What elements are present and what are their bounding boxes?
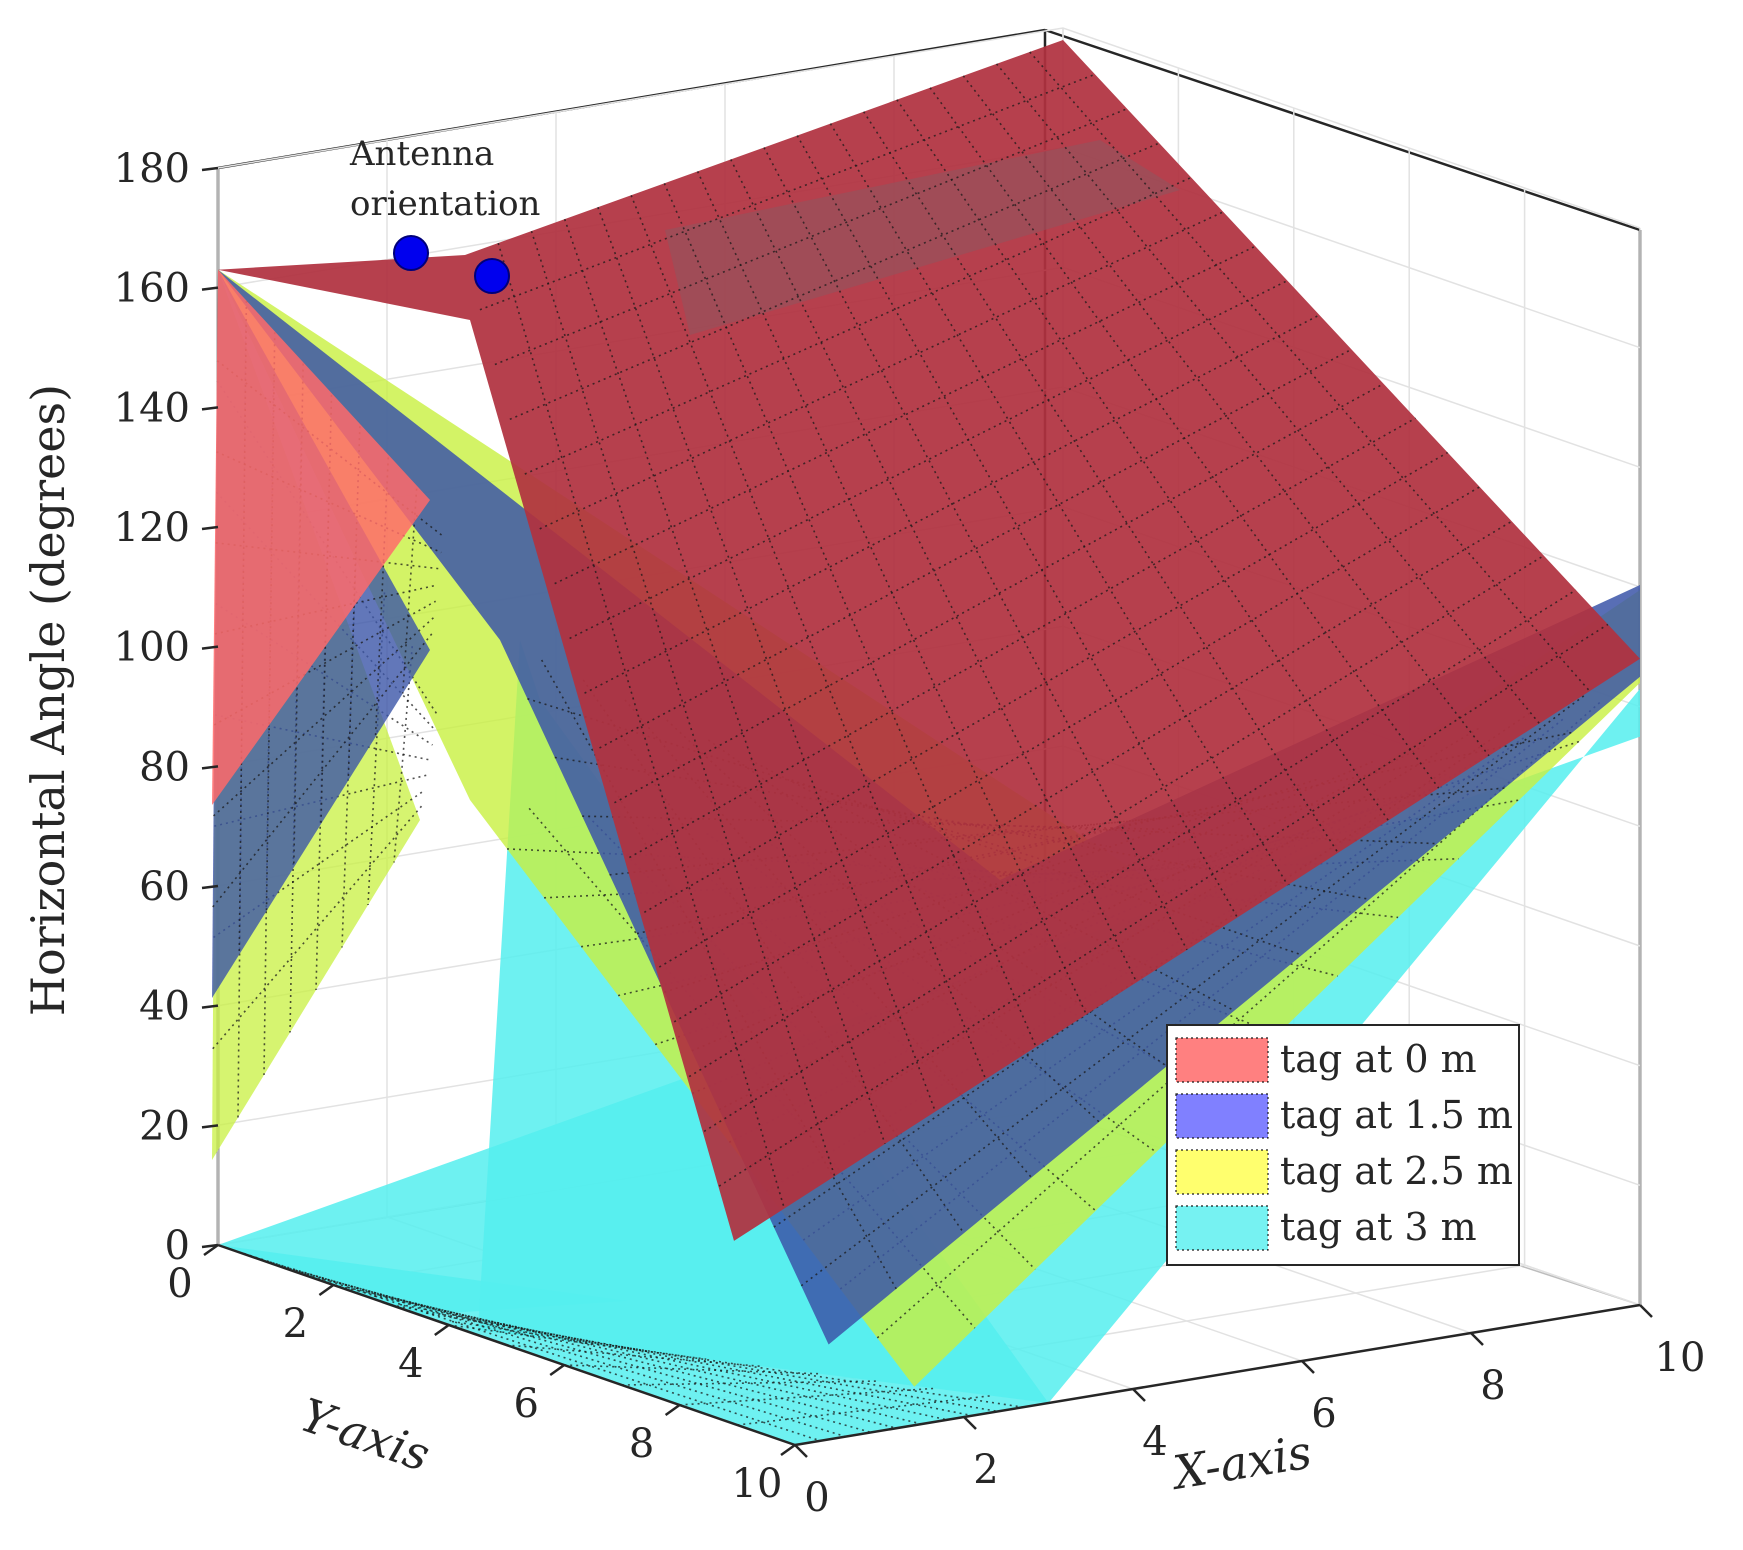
z-tick-label-60: 60 [139,864,190,910]
legend-label-2: tag at 2.5 m [1280,1149,1513,1193]
z-tick-0 [201,1243,219,1249]
surface-tag-at-0-m-main [218,40,1640,1241]
z-tick-label-160: 160 [114,266,190,312]
antenna-marker-1 [393,235,429,271]
z-tick-160 [201,286,219,291]
legend-label-1: tag at 1.5 m [1280,1093,1513,1137]
x-tick-label-8: 8 [1480,1363,1505,1409]
y-tick-label-0: 0 [167,1261,192,1307]
y-tick-10 [780,1443,796,1457]
y-tick-2 [318,1283,335,1297]
x-tick-10 [1639,1304,1653,1318]
y-tick-label-2: 2 [283,1301,308,1347]
legend-label-3: tag at 3 m [1280,1205,1477,1249]
z-tick-label-180: 180 [114,146,190,192]
x-tick-label-6: 6 [1311,1391,1336,1437]
z-tick-40 [201,1004,219,1009]
z-tick-label-20: 20 [139,1103,190,1149]
x-tick-6 [1301,1360,1315,1374]
z-axis-title: Horizontal Angle (degrees) [21,384,75,1016]
x-axis-title: X-axis [1167,1425,1315,1500]
surfaces [212,40,1640,1445]
z-tick-label-100: 100 [114,625,190,671]
surface-tag-at-3-m-mesh [243,1252,1024,1442]
surface-tag-at-0-m-mesh [479,51,1609,1209]
x-tick-label-10: 10 [1655,1335,1706,1381]
z-tick-label-80: 80 [139,744,190,790]
x-tick-label-2: 2 [973,1447,998,1493]
z-tick-20 [201,1124,219,1129]
y-tick-4 [434,1323,450,1337]
x-tick-label-4: 4 [1142,1419,1167,1465]
x-tick-0 [794,1444,808,1458]
y-tick-8 [664,1403,681,1417]
z-tick-140 [201,406,219,411]
x-tick-8 [1470,1332,1484,1346]
z-tick-120 [201,525,219,531]
legend-label-0: tag at 0 m [1280,1037,1477,1081]
legend-swatch-2 [1175,1149,1269,1195]
legend-swatch-3 [1175,1205,1269,1251]
box-edge-back-top [1044,28,1641,232]
annotation-line-2: orientation [350,184,540,224]
x-tick-2 [963,1416,977,1430]
y-tick-label-6: 6 [513,1381,538,1427]
y-tick-0 [203,1243,219,1257]
y-axis-title: Y-axis [294,1388,437,1482]
surface-tag-at-0-m-left [212,269,430,805]
annotation-line-1: Antenna [349,134,494,174]
x-tick-label-0: 0 [804,1475,829,1521]
z-tick-100 [201,645,219,650]
y-tick-label-8: 8 [629,1421,654,1467]
legend-swatch-1 [1175,1093,1269,1139]
z-tick-80 [201,765,219,770]
legend: tag at 0 m tag at 1.5 m tag at 2.5 m tag at… [1166,1024,1520,1266]
z-tick-label-0: 0 [165,1223,190,1269]
z-tick-label-120: 120 [114,505,190,551]
front-axes [217,1243,1641,1447]
y-tick-label-10: 10 [732,1461,783,1507]
annotation: Antenna orientation [349,134,540,294]
y-axis-line [217,1243,796,1447]
y-tick-label-4: 4 [398,1341,423,1387]
y-tick-6 [549,1363,565,1377]
z-tick-180 [201,166,219,172]
x-tick-4 [1132,1388,1146,1402]
z-tick-label-40: 40 [139,984,190,1030]
z-tick-label-140: 140 [114,385,190,431]
x-axis-line [794,1303,1641,1447]
z-tick-60 [201,884,219,890]
antenna-marker-2 [474,258,510,294]
legend-swatch-0 [1175,1037,1269,1083]
